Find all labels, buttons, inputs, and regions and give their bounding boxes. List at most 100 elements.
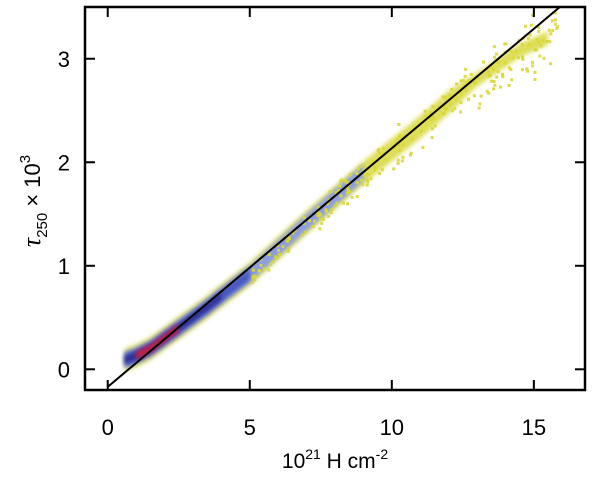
outlier-pixel — [328, 190, 332, 193]
outlier-pixel — [516, 56, 520, 60]
outlier-pixel — [378, 152, 382, 156]
outlier-pixel — [259, 263, 263, 267]
outlier-pixel — [496, 70, 500, 74]
outlier-pixel — [555, 25, 559, 29]
outlier-pixel — [253, 278, 257, 282]
outlier-pixel — [345, 185, 349, 189]
outlier-pixel — [285, 239, 289, 243]
outlier-pixel — [324, 210, 328, 214]
outlier-pixel — [473, 80, 477, 84]
outlier-pixel — [432, 116, 436, 120]
outlier-pixel — [479, 94, 483, 98]
outlier-pixel — [291, 231, 295, 235]
outlier-pixel — [493, 55, 496, 59]
outlier-pixel — [262, 267, 266, 271]
outlier-pixel — [419, 129, 423, 133]
y-tick-label: 1 — [58, 254, 70, 279]
outlier-pixel — [421, 146, 425, 149]
outlier-pixel — [396, 144, 400, 148]
outlier-pixel — [398, 148, 402, 152]
outlier-pixel — [495, 75, 499, 79]
outlier-pixel — [401, 143, 405, 147]
y-tick-label: 0 — [58, 357, 70, 382]
outlier-pixel — [428, 111, 432, 114]
outlier-pixel — [334, 191, 338, 195]
x-axis-label-exponent: 21 — [305, 446, 321, 462]
outlier-pixel — [251, 268, 255, 272]
outlier-pixel — [496, 60, 500, 64]
outlier-pixel — [392, 167, 396, 171]
outlier-pixel — [318, 227, 322, 231]
outlier-pixel — [469, 72, 473, 76]
outlier-pixel — [459, 110, 463, 114]
outlier-pixel — [339, 180, 343, 184]
outlier-pixel — [393, 146, 397, 150]
outlier-pixel — [275, 256, 279, 260]
outlier-pixel — [507, 84, 511, 87]
outlier-pixel — [401, 155, 405, 159]
y-axis-ticks: 0 1 2 3 — [58, 47, 585, 382]
outlier-pixel — [442, 112, 445, 116]
plot-frame — [83, 5, 587, 392]
outlier-pixel — [459, 101, 463, 104]
outlier-pixel — [430, 136, 434, 140]
outlier-pixel — [533, 47, 537, 51]
outlier-pixel — [524, 24, 527, 28]
outlier-pixel — [373, 168, 377, 172]
outlier-pixel — [463, 74, 467, 78]
outlier-pixel — [427, 116, 431, 120]
outlier-pixel — [355, 195, 359, 198]
outlier-pixel — [539, 44, 543, 48]
outlier-pixel — [492, 80, 496, 83]
outlier-pixel — [316, 205, 320, 209]
outlier-pixel — [514, 50, 518, 53]
outlier-pixel — [318, 212, 322, 216]
outlier-pixel — [547, 28, 551, 32]
outlier-pixel — [342, 201, 345, 205]
outlier-pixel — [397, 123, 401, 126]
outlier-pixel — [530, 23, 534, 27]
outlier-pixel — [316, 210, 320, 214]
outlier-pixel — [251, 276, 255, 280]
outlier-pixel — [521, 55, 524, 59]
outlier-pixel — [395, 137, 399, 141]
outlier-pixel — [528, 33, 532, 37]
outlier-pixel — [461, 79, 465, 82]
outlier-pixel — [488, 73, 492, 77]
outlier-pixel — [448, 93, 452, 97]
outlier-pixel — [549, 32, 553, 36]
outlier-pixel — [356, 167, 360, 171]
x-axis-label: 1021 H cm-2 — [282, 446, 388, 473]
density-band — [124, 164, 364, 369]
outlier-pixel — [423, 114, 427, 118]
outlier-pixel — [478, 102, 482, 106]
outlier-pixel — [467, 97, 471, 101]
linear-fit-line — [107, 7, 562, 388]
outlier-pixel — [287, 235, 291, 239]
outlier-pixel — [487, 91, 491, 95]
y-tick-label: 2 — [58, 150, 70, 175]
outlier-pixel — [509, 50, 513, 53]
outlier-pixel — [553, 18, 557, 22]
outlier-pixel — [444, 95, 447, 99]
outlier-pixel — [495, 52, 499, 56]
outlier-pixel — [498, 85, 502, 89]
x-tick-label: 15 — [522, 415, 546, 440]
outlier-pixel — [267, 268, 271, 272]
y-axis-label-multiplier: × 10 — [20, 163, 45, 213]
outlier-pixel — [373, 165, 377, 169]
x-axis-label-units: H cm — [321, 450, 376, 473]
outlier-pixel — [365, 183, 369, 187]
outlier-pixel — [277, 248, 280, 252]
outlier-pixel — [252, 274, 256, 278]
outlier-pixel — [526, 36, 530, 40]
outlier-pixel — [549, 62, 553, 66]
outlier-pixel — [269, 262, 273, 266]
outlier-pixel — [490, 65, 494, 69]
outlier-pixel — [453, 107, 457, 111]
outlier-pixel — [531, 60, 534, 64]
outlier-pixel — [541, 39, 545, 43]
outlier-pixel — [281, 244, 285, 248]
outlier-pixel — [454, 97, 458, 101]
